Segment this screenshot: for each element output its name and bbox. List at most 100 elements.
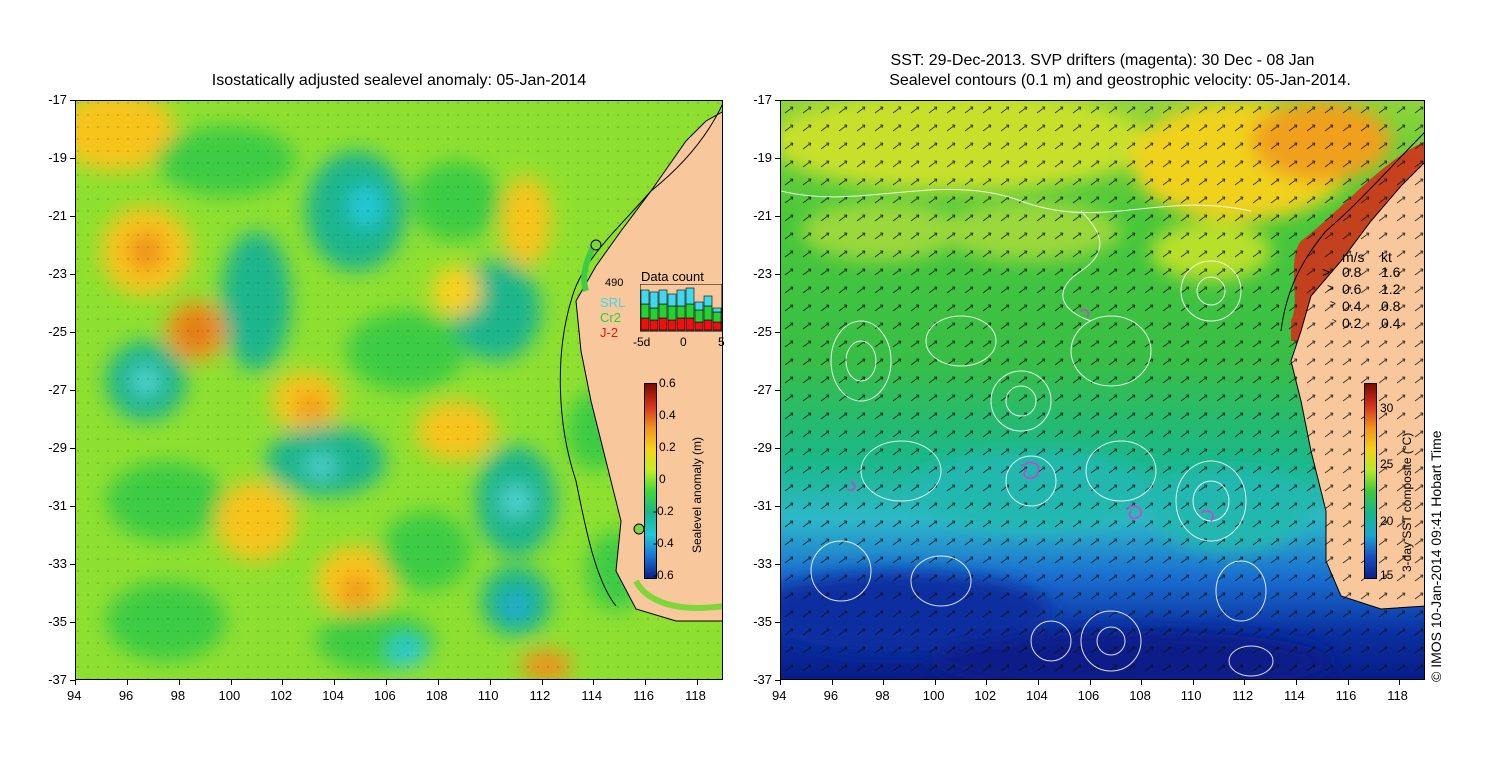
- left-lon-tickmark: [178, 680, 180, 685]
- right-lon-tick-112: 112: [1232, 688, 1254, 703]
- right-lon-tickmark: [1244, 680, 1246, 685]
- right-lat-tickmark: [775, 158, 780, 159]
- right-lon-tick-118: 118: [1387, 688, 1408, 703]
- sealevel-tick-4: -0.2: [653, 504, 674, 518]
- data-count-bar-cr2-8: [712, 311, 722, 323]
- sst-tick-0: 30: [1380, 401, 1394, 415]
- sealevel-tick-0: 0.6: [659, 376, 676, 390]
- right-panel-title-line1: SST: 29-Dec-2013. SVP drifters (magenta)…: [890, 52, 1315, 69]
- left-lon-tick-100: 100: [218, 688, 241, 703]
- velocity-kt-3: 0.4: [1381, 315, 1401, 331]
- data-count-axis-tick-1: 0: [680, 335, 687, 349]
- sealevel-anomaly-field: [76, 101, 722, 679]
- left-lat-tickmark: [70, 564, 75, 565]
- data-count-bar-j2-8: [712, 321, 722, 331]
- right-lon-tickmark: [780, 680, 781, 685]
- left-lon-tickmark: [541, 680, 543, 685]
- sst-tick-2: 20: [1380, 514, 1394, 528]
- left-lat-tick--23: -23: [48, 266, 67, 281]
- left-lat-tickmark: [70, 216, 75, 217]
- right-lat-tick--31: -31: [753, 498, 772, 513]
- left-lon-tick-118: 118: [685, 688, 706, 703]
- left-lat-tick--33: -33: [48, 556, 67, 571]
- right-lon-tickmark: [883, 680, 885, 685]
- left-lon-tickmark: [645, 680, 647, 685]
- right-lon-tickmark: [1296, 680, 1297, 685]
- left-lat-tick--19: -19: [48, 150, 67, 165]
- data-count-title: Data count: [641, 269, 704, 284]
- left-lat-tickmark: [70, 622, 75, 623]
- data-count-bar-srl-7: [703, 295, 713, 307]
- right-lat-tick--33: -33: [753, 556, 772, 571]
- right-lat-tickmark: [775, 622, 780, 623]
- velocity-legend-header-kt: kt: [1381, 249, 1392, 265]
- data-count-bar-cr2-7: [703, 305, 713, 321]
- sealevel-tick-3: 0: [659, 472, 666, 486]
- right-lon-tickmark: [1141, 680, 1143, 685]
- data-count-bar-srl-2: [658, 289, 668, 305]
- data-count-bar-j2-0: [640, 317, 650, 331]
- velocity-ms-0: 0.8: [1342, 264, 1362, 280]
- mission-srl-label: SRL: [600, 295, 626, 310]
- velocity-arrow-2: >: [1330, 299, 1336, 310]
- data-count-bar-cr2-6: [694, 309, 704, 323]
- data-count-bar-srl-3: [667, 293, 677, 307]
- data-count-bar-srl-0: [640, 289, 650, 305]
- right-lon-tickmark: [1089, 680, 1091, 685]
- velocity-legend-header-ms: m/s: [1342, 249, 1365, 265]
- left-lon-tickmark: [126, 680, 128, 685]
- left-lon-tick-96: 96: [118, 688, 134, 703]
- sst-map[interactable]: [780, 100, 1425, 680]
- right-lon-tick-110: 110: [1180, 688, 1202, 703]
- left-lon-tick-116: 116: [633, 688, 654, 703]
- left-lat-tickmark: [70, 390, 75, 391]
- left-lon-tickmark: [489, 680, 491, 685]
- sst-tick-1: 25: [1380, 457, 1394, 471]
- left-lat-tick--35: -35: [48, 614, 67, 629]
- data-count-bar-j2-1: [649, 319, 659, 331]
- left-lon-tickmark: [593, 680, 595, 685]
- right-lat-tickmark: [775, 100, 780, 101]
- velocity-kt-1: 1.2: [1381, 281, 1401, 297]
- data-count-bar-srl-8: [712, 307, 722, 313]
- right-lat-tickmark: [775, 390, 780, 391]
- australia-landmass: [575, 111, 722, 622]
- right-lon-tick-102: 102: [974, 688, 997, 703]
- left-lon-tick-112: 112: [529, 688, 551, 703]
- right-lon-tick-108: 108: [1129, 688, 1151, 703]
- left-lon-tickmark: [386, 680, 388, 685]
- right-lat-tickmark: [775, 564, 780, 565]
- left-lat-tickmark: [70, 680, 75, 681]
- left-lat-tickmark: [70, 448, 75, 449]
- right-lon-tick-94: 94: [772, 688, 787, 703]
- velocity-ms-1: 0.6: [1342, 281, 1362, 297]
- data-count-total: 490: [605, 277, 624, 289]
- right-lat-tickmark: [775, 332, 780, 333]
- left-lat-tickmark: [70, 506, 75, 507]
- left-lon-tick-106: 106: [374, 688, 396, 703]
- sst-colorbar-label: 3-day SST composite (°C): [1400, 432, 1414, 572]
- right-lon-tick-100: 100: [922, 688, 945, 703]
- sealevel-tick-6: -0.6: [653, 568, 674, 582]
- tide-gauge-marker: [590, 239, 602, 251]
- data-count-bar-j2-7: [703, 319, 713, 331]
- left-lat-tickmark: [70, 332, 75, 333]
- copyright-notice: © IMOS 10-Jan-2014 09:41 Hobart Time: [1428, 430, 1444, 682]
- right-lat-tick--37: -37: [753, 672, 772, 687]
- left-lon-tick-98: 98: [170, 688, 186, 703]
- left-lat-tickmark: [70, 274, 75, 275]
- left-lat-tick--25: -25: [48, 324, 67, 339]
- sst-field: [781, 101, 1424, 679]
- data-count-bar-j2-2: [658, 317, 668, 331]
- left-lon-tickmark: [282, 680, 284, 685]
- data-count-bar-cr2-2: [658, 303, 668, 319]
- right-lat-tick--21: -21: [753, 208, 772, 223]
- data-count-axis-tick-0: -5d: [633, 335, 651, 349]
- velocity-kt-2: 0.8: [1381, 298, 1401, 314]
- right-lat-tick--27: -27: [753, 382, 772, 397]
- sealevel-contours: [781, 188, 1274, 677]
- right-lat-tick--25: -25: [753, 324, 772, 339]
- sealevel-colorbar-label: Sealevel anomaly (m): [690, 436, 704, 553]
- right-lat-tick--23: -23: [753, 266, 772, 281]
- sealevel-anomaly-map[interactable]: [75, 100, 723, 680]
